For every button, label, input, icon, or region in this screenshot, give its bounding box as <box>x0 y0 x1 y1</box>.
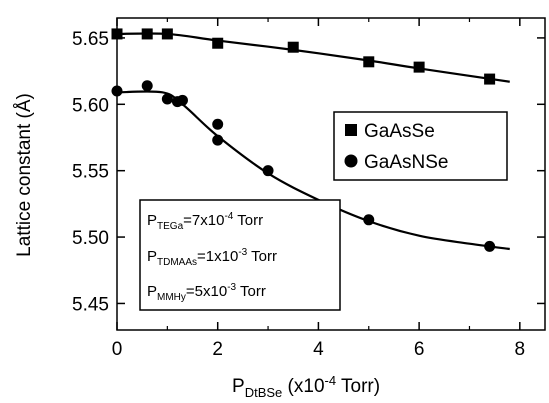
data-point-gaasnse <box>141 80 153 92</box>
legend: GaAsSe GaAsNSe <box>333 111 508 181</box>
legend-marker-square <box>345 124 357 136</box>
data-point-gaasse <box>141 28 153 40</box>
data-point-gaasse <box>287 41 299 53</box>
growth-conditions-box: PTEGa=7x10-4 Torr PTDMAAs=1x10-3 Torr PM… <box>139 199 341 311</box>
x-tick-label: 2 <box>212 339 223 360</box>
conditions-box <box>139 199 341 311</box>
legend-marker-circle <box>344 154 358 168</box>
data-point-gaasnse <box>161 93 173 105</box>
data-point-gaasse <box>413 61 425 73</box>
condition-tdmaas: PTDMAAs=1x10-3 Torr <box>147 247 277 268</box>
y-tick-label: 5.50 <box>72 228 109 249</box>
legend-label-gaasnse: GaAsNSe <box>364 152 448 173</box>
data-point-gaasse <box>484 73 496 85</box>
data-point-gaasnse <box>484 240 496 252</box>
data-point-gaasnse <box>262 165 274 177</box>
y-tick-label: 5.45 <box>72 294 109 315</box>
data-point-gaasnse <box>111 85 123 97</box>
data-point-gaasse <box>111 28 123 40</box>
x-tick-label: 8 <box>515 339 526 360</box>
condition-tega: PTEGa=7x10-4 Torr <box>147 211 263 232</box>
condition-mmhy: PMMHy=5x10-3 Torr <box>147 282 266 303</box>
plot-frame <box>116 17 546 331</box>
y-tick-label: 5.65 <box>72 29 109 50</box>
data-point-gaasnse <box>363 214 375 226</box>
data-point-gaasse <box>363 56 375 68</box>
data-point-gaasnse <box>212 118 224 130</box>
x-tick-label: 6 <box>414 339 425 360</box>
x-tick-label: 4 <box>313 339 324 360</box>
y-tick-label: 5.55 <box>72 162 109 183</box>
data-point-gaasse <box>212 37 224 49</box>
legend-label-gaasse: GaAsSe <box>364 121 435 142</box>
data-point-gaasnse <box>176 94 188 106</box>
legend-box <box>333 111 508 181</box>
fit-line-gaasse <box>116 32 510 83</box>
y-tick-label: 5.60 <box>72 95 109 116</box>
fit-line-gaasnse <box>116 90 510 251</box>
data-point-gaasnse <box>212 134 224 146</box>
x-tick-label: 0 <box>112 339 123 360</box>
data-point-gaasse <box>161 28 173 40</box>
x-axis-label: PDtBSe (x10-4 Torr) <box>232 373 380 400</box>
y-axis-label: Lattice constant (Å) <box>14 93 35 257</box>
